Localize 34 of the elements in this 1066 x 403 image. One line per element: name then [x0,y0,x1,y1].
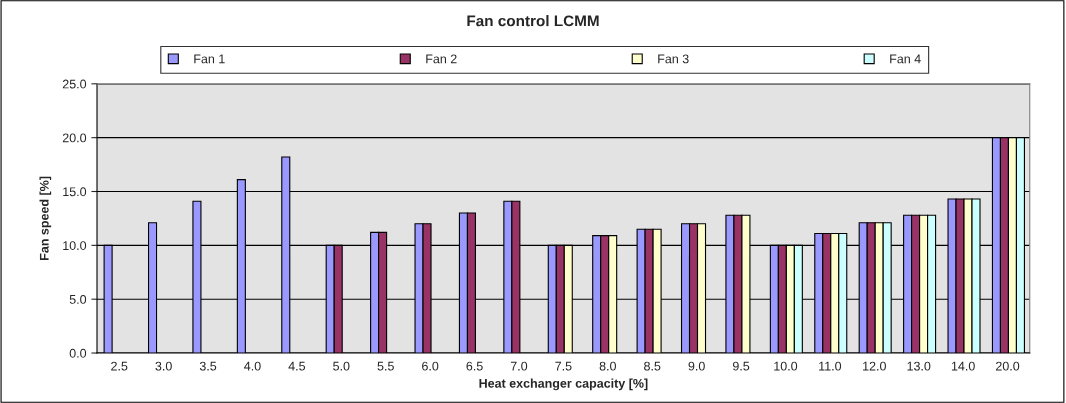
x-tick-label: 14.0 [951,361,975,371]
chart-title: Fan control LCMM [467,15,599,27]
x-tick-label: 2.5 [111,361,128,371]
y-tick-label: 15.0 [63,187,87,197]
x-tick-label: 5.0 [333,361,350,371]
x-tick-label: 10.0 [774,361,798,371]
x-tick-label: 7.0 [510,361,528,371]
y-tick-label: 10.0 [63,241,87,250]
x-tick-label: 9.5 [732,361,750,371]
x-tick-label: 3.0 [155,361,172,371]
y-tick-label: 0.0 [69,348,87,358]
legend-label: Fan 3 [658,54,689,64]
legend-label: Fan 4 [890,54,921,64]
x-tick-label: 4.5 [288,361,306,371]
x-tick-label: 3.5 [199,361,217,371]
x-tick-label: 6.5 [466,361,483,371]
legend-label: Fan 2 [426,54,457,64]
x-tick-label: 6.0 [422,361,439,371]
y-tick-label: 20.0 [62,133,87,143]
x-tick-label: 20.0 [996,361,1020,371]
y-tick-label: 5.0 [69,294,87,304]
y-tick-label: 25.0 [62,79,87,89]
legend-label: Fan 1 [194,54,225,64]
x-tick-label: 13.0 [907,361,931,371]
x-tick-label: 11.0 [819,361,842,371]
x-tick-label: 12.0 [863,361,886,371]
x-tick-label: 7.5 [555,361,572,371]
x-tick-label: 8.0 [599,361,616,371]
x-axis-title: Heat exchanger capacity [%] [479,378,648,391]
x-tick-label: 4.0 [244,361,261,371]
y-axis-title: Fan speed [%] [39,176,52,260]
x-tick-label: 9.0 [688,361,705,371]
x-tick-label: 8.5 [644,361,661,371]
x-tick-label: 5.5 [377,361,394,371]
